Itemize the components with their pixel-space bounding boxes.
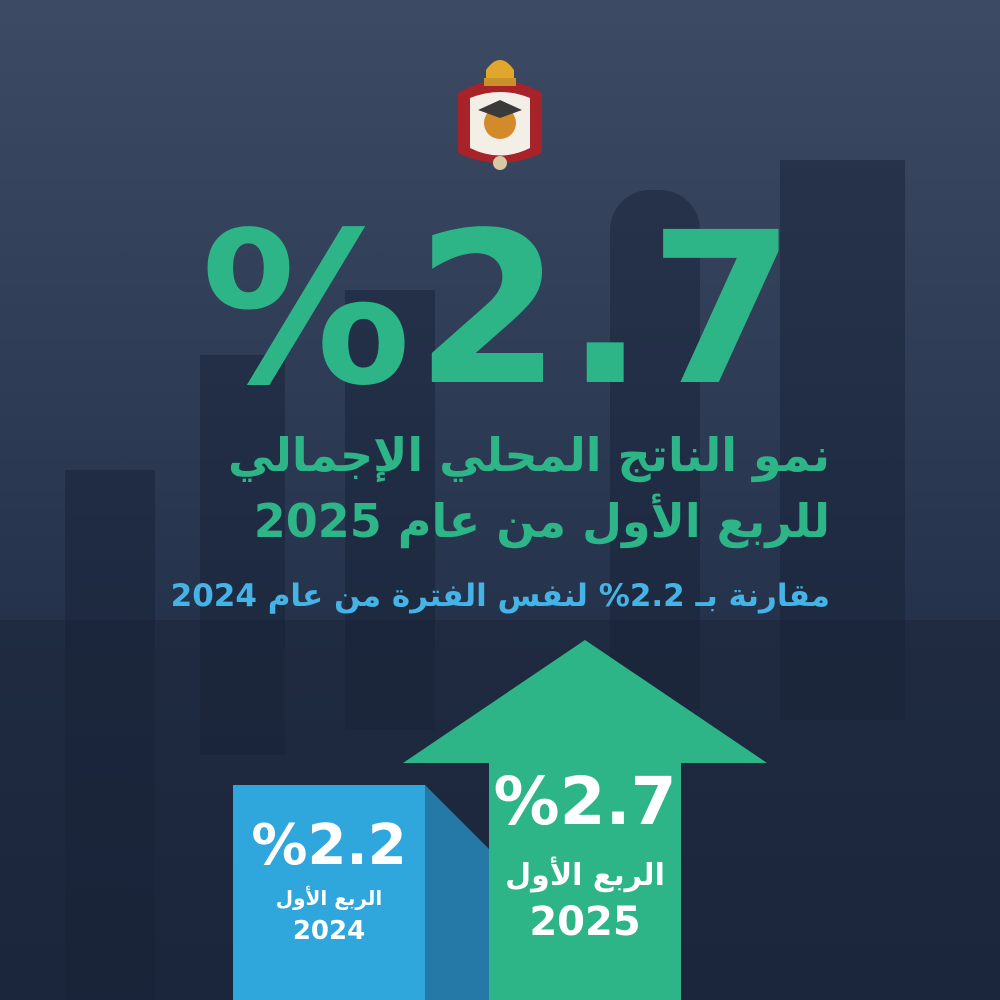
bar-2025: %2.7 الربع الأول 2025 [489,763,681,945]
bar-2025-value: %2.7 [493,763,677,840]
bar-2024-value: %2.2 [251,813,407,878]
jordan-coat-of-arms-icon [458,60,542,170]
title-line-1: نمو الناتج المحلي الإجمالي [228,428,830,482]
bar-2024-year: 2024 [292,916,366,946]
bar-2025-period: الربع الأول [505,858,665,893]
bar-2025-year: 2025 [529,899,641,945]
title-line-2: للربع الأول من عام 2025 [253,494,830,548]
bar-2024: %2.2 الربع الأول 2024 [233,785,425,1000]
growth-arrow-icon [403,640,767,1000]
headline-growth-value: %2.7 [200,187,800,432]
bar-2024-period: الربع الأول [275,886,383,910]
subtitle: مقارنة بـ 2.2% لنفس الفترة من عام 2024 [170,578,830,614]
box-shadow [425,785,490,1000]
